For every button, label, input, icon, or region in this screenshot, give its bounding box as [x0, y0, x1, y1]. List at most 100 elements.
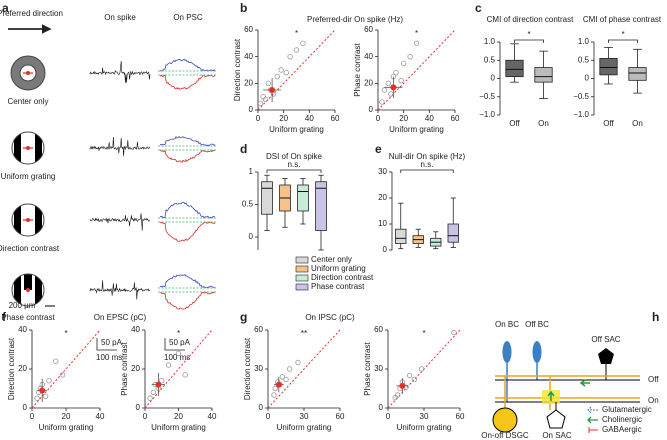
psc-header: On PSC: [173, 13, 203, 22]
y-tick-label: 20: [18, 364, 27, 373]
x-tick-label: On: [538, 119, 549, 128]
y-tick-label: 30: [374, 364, 383, 373]
annotation: **: [301, 329, 307, 338]
y-tick-label: 1.0: [484, 37, 496, 46]
annotation: n.s.: [421, 160, 434, 169]
point: [257, 100, 264, 107]
x-tick-label: 0: [266, 412, 271, 421]
x-axis-label: Uniform grating: [389, 125, 444, 134]
x-axis-label: Uniform grating: [151, 423, 206, 432]
legend-glyph: [588, 427, 598, 433]
ipsc-trace: [159, 58, 216, 72]
panel-label: g: [240, 310, 247, 324]
y-tick-label: 0: [23, 403, 28, 412]
box: [534, 67, 553, 83]
point: [287, 53, 293, 60]
legend-label: Glutamatergic: [602, 405, 652, 414]
condition-label: Direction contrast: [0, 244, 60, 253]
arrow: [547, 390, 555, 401]
point: [42, 393, 49, 399]
dsgc: [492, 407, 518, 433]
cell-label: On-off DSGC: [481, 431, 529, 440]
panel-label: d: [240, 142, 247, 156]
point: [34, 395, 40, 401]
x-tick-label: On: [632, 119, 643, 128]
point: [413, 40, 420, 47]
point: [286, 366, 293, 372]
y-tick-label: 60: [244, 25, 253, 34]
point: [394, 392, 401, 398]
x-tick-label: Off: [509, 119, 520, 128]
annotation: *: [177, 329, 180, 338]
point: [46, 378, 52, 384]
x-tick-label: 60: [451, 114, 460, 123]
unity-line: [377, 29, 456, 111]
legend-label: GABAergic: [602, 425, 642, 434]
y-axis-label: Direction contrast: [7, 337, 16, 400]
y-tick-label: 0: [383, 245, 388, 254]
annotation: *: [64, 329, 67, 338]
y-tick-label: 60: [374, 325, 383, 334]
legend-label: Center only: [311, 255, 352, 264]
point: [279, 374, 286, 380]
point: [182, 372, 188, 378]
cell-label: On BC: [495, 320, 519, 329]
y-tick-label: 0: [136, 403, 141, 412]
x-tick-label: 20: [62, 412, 71, 421]
y-tick-label: 60: [254, 325, 263, 334]
x-axis-label: Uniform grating: [397, 423, 452, 432]
panel-label: b: [240, 1, 247, 15]
scale-label: 50 pA: [169, 338, 191, 347]
y-tick-label: 1.0: [578, 37, 590, 46]
panel-label: f: [2, 310, 7, 324]
mean-point: [275, 381, 282, 388]
y-tick-label: 0: [249, 232, 254, 241]
epsc-trace: [159, 221, 216, 242]
layer-label: Off: [648, 375, 659, 384]
y-tick-label: 60: [364, 25, 373, 34]
off-bc: [532, 341, 542, 363]
annotation: *: [621, 30, 624, 39]
y-axis-label: Phase contrast: [353, 43, 362, 97]
chart-title: Preferred-dir On spike (Hz): [307, 15, 403, 24]
chart-title: CMI of direction contrast: [487, 15, 574, 24]
panel-h: On BC Off BC Off SAC Off On On-off DSGC …: [481, 320, 659, 440]
stimulus-header: Preferred direction: [0, 9, 63, 18]
point: [159, 378, 165, 384]
point: [274, 73, 280, 80]
x-tick-label: 40: [208, 412, 217, 421]
y-tick-label: 0: [379, 403, 384, 412]
x-tick-label: 0: [30, 412, 35, 421]
epsc-trace: [159, 149, 216, 163]
legend-label: Cholinergic: [602, 415, 642, 424]
y-tick-label: 40: [364, 52, 373, 61]
spike-trace: [89, 137, 151, 157]
point: [278, 67, 284, 73]
spike-trace: [89, 60, 151, 83]
box: [628, 67, 647, 81]
annotation: *: [422, 329, 425, 338]
mean-point: [155, 381, 162, 388]
condition-label: Uniform grating: [1, 172, 56, 181]
ipsc-trace: [159, 201, 216, 219]
cell-label: On SAC: [542, 431, 572, 440]
point: [271, 392, 277, 398]
y-tick-label: 0: [585, 74, 590, 83]
y-tick-label: 1: [249, 167, 254, 176]
chart-title: On IPSC (pC): [305, 313, 355, 322]
x-tick-label: 20: [174, 412, 183, 421]
legend-swatch: [295, 256, 309, 264]
chart-title: On EPSC (pC): [94, 313, 147, 322]
point: [59, 372, 66, 378]
annotation: *: [527, 30, 530, 39]
point: [165, 362, 172, 368]
point: [406, 372, 413, 379]
y-tick-label: 30: [254, 364, 263, 373]
x-axis-label: Uniform grating: [277, 423, 332, 432]
legend-swatch: [295, 274, 309, 282]
panel-a: Preferred direction On spike On PSC Cent…: [0, 9, 217, 362]
point: [260, 93, 266, 100]
scale-label: 100 ms: [96, 353, 122, 362]
scale-label: 50 pA: [101, 338, 123, 347]
epsc-trace: [159, 291, 216, 310]
